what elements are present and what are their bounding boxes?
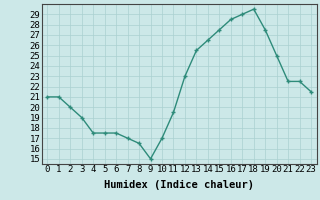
X-axis label: Humidex (Indice chaleur): Humidex (Indice chaleur)	[104, 180, 254, 190]
